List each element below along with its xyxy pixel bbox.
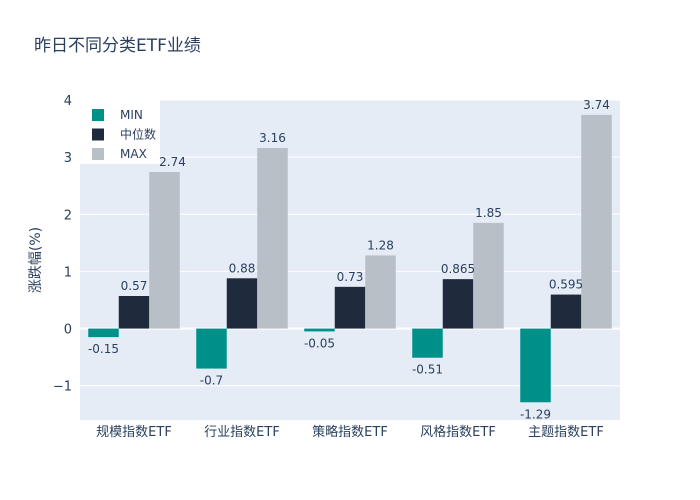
bar [118, 296, 150, 329]
data-label: 1.28 [367, 238, 394, 252]
legend-label: 中位数 [120, 127, 156, 142]
data-label: -0.05 [304, 336, 335, 350]
data-label: 0.88 [229, 261, 256, 275]
legend-item[interactable]: MIN [92, 108, 143, 122]
bar [226, 278, 258, 329]
y-tick-label: 2 [64, 208, 72, 223]
data-label: 0.57 [121, 279, 148, 293]
x-tick-label: 规模指数ETF [96, 425, 172, 440]
data-labels: -0.15 0.57 2.74 -0.7 0.88 3.16 -0.05 0.73 1.28 -0… [88, 98, 610, 421]
legend-swatch [92, 109, 104, 121]
x-axis-ticks: 规模指数ETF 行业指数ETF 策略指数ETF 风格指数ETF 主题指数ETF [96, 424, 604, 440]
bar [550, 294, 582, 329]
legend-item[interactable]: MAX [92, 147, 147, 161]
legend-label: MAX [120, 147, 147, 161]
y-axis-ticks: −1 0 1 2 3 4 [53, 94, 72, 395]
bar [88, 328, 119, 338]
bar [520, 328, 551, 403]
legend-label: MIN [120, 108, 143, 122]
y-tick-label: 1 [64, 265, 72, 280]
bar [581, 114, 612, 329]
legend-swatch [92, 128, 104, 141]
y-tick-label: 3 [64, 151, 72, 166]
y-tick-label: 4 [64, 94, 72, 109]
y-tick-label: −1 [53, 380, 72, 395]
data-label: 0.595 [549, 278, 583, 292]
x-tick-label: 策略指数ETF [312, 424, 388, 440]
bar [365, 255, 396, 329]
data-label: 1.85 [475, 206, 502, 220]
x-tick-label: 主题指数ETF [528, 425, 604, 440]
bar [196, 328, 227, 369]
y-axis-title: 涨跌幅(%) [28, 227, 44, 293]
legend-item[interactable]: 中位数 [92, 127, 156, 142]
data-label: -0.15 [88, 342, 119, 356]
data-label: 0.73 [337, 270, 364, 284]
legend-swatch [92, 148, 104, 160]
x-tick-label: 风格指数ETF [420, 424, 496, 440]
bar [412, 328, 443, 358]
bar [304, 328, 335, 332]
data-label: 3.74 [583, 98, 610, 112]
data-label: 0.865 [441, 262, 475, 276]
bar [257, 148, 288, 329]
data-label: -0.7 [200, 374, 223, 388]
y-tick-label: 0 [64, 323, 72, 338]
chart-title: 昨日不同分类ETF业绩 [34, 36, 201, 56]
data-label: -0.51 [412, 363, 443, 377]
data-label: -1.29 [520, 407, 551, 421]
bars [88, 114, 612, 403]
data-label: 3.16 [259, 131, 286, 145]
data-label: 2.74 [159, 155, 186, 169]
x-tick-label: 行业指数ETF [204, 425, 280, 440]
bar [149, 172, 180, 329]
bar [473, 222, 504, 329]
bar [334, 286, 366, 329]
bar [442, 279, 474, 329]
legend[interactable]: MIN 中位数 MAX [80, 100, 160, 164]
